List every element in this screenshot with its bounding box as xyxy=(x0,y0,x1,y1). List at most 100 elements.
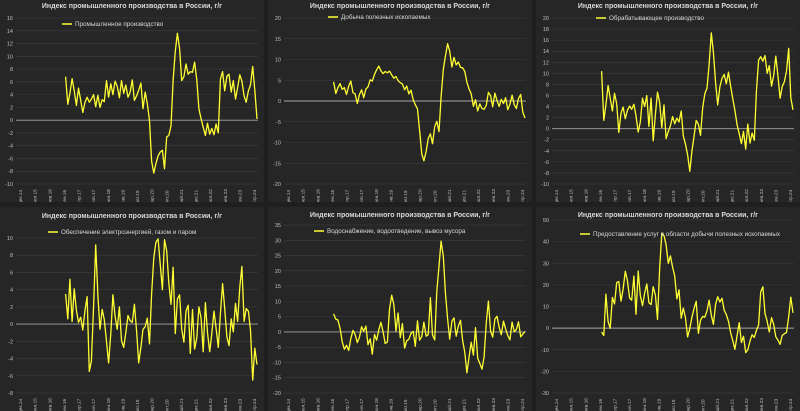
x-tick-label: окт.20 xyxy=(432,399,438,411)
x-tick-label: сен.23 xyxy=(505,398,511,411)
x-tick-label: окт.20 xyxy=(432,190,438,202)
x-tick-label: июл.15 xyxy=(569,398,575,411)
x-tick-label: сен.23 xyxy=(237,189,243,202)
y-tick-label: 0 xyxy=(278,99,281,105)
x-tick-label: фев.16 xyxy=(47,189,53,202)
chart-panel-5: Индекс промышленного производства в Росс… xyxy=(268,207,532,411)
x-tick-label: окт.20 xyxy=(700,399,706,411)
y-tick-label: 18 xyxy=(543,27,549,33)
y-tick-label: 50 xyxy=(543,218,549,224)
y-tick-label: -10 xyxy=(541,182,549,188)
y-tick-label: 12 xyxy=(7,42,13,48)
x-tick-label: апр.24 xyxy=(252,189,258,202)
x-tick-label: янв.19 xyxy=(656,398,662,411)
y-tick-label: 10 xyxy=(275,58,281,64)
y-tick-label: 0 xyxy=(10,322,13,328)
series-line xyxy=(601,232,794,354)
y-tick-label: 4 xyxy=(10,93,13,99)
x-tick-label: июл.15 xyxy=(33,398,39,411)
y-tick-label: 10 xyxy=(7,236,13,242)
y-tick-label: 15 xyxy=(275,284,281,290)
x-tick-label: окт.20 xyxy=(164,190,170,202)
y-tick-label: 4 xyxy=(10,288,13,294)
x-tick-label: май.21 xyxy=(178,189,185,202)
x-tick-label: дек.21 xyxy=(194,190,200,202)
x-tick-label: июл.15 xyxy=(301,398,307,411)
y-tick-label: 16 xyxy=(7,16,13,22)
y-tick-label: 0 xyxy=(546,127,549,133)
chart-panel-3: Индекс промышленного производства в Росс… xyxy=(536,0,800,202)
y-tick-label: 35 xyxy=(275,223,281,229)
y-tick-label: 2 xyxy=(10,305,13,311)
x-tick-label: мар.20 xyxy=(150,189,156,202)
x-tick-label: апр.17 xyxy=(345,189,351,202)
x-tick-label: май.21 xyxy=(178,398,185,411)
x-tick-label: июл.15 xyxy=(301,189,307,202)
chart-svg: Индекс промышленного производства в Росс… xyxy=(5,3,258,202)
y-tick-label: 20 xyxy=(275,269,281,275)
x-tick-label: окт.20 xyxy=(700,190,706,202)
x-tick-label: июл.22 xyxy=(208,398,214,411)
chart-svg: Индекс промышленного производства в Росс… xyxy=(273,212,526,411)
x-tick-label: мар.20 xyxy=(418,398,424,411)
series-line xyxy=(333,240,526,374)
x-tick-label: дек.21 xyxy=(462,190,468,202)
x-tick-label: фев.16 xyxy=(315,398,321,411)
legend-label: Добыча полезных ископаемых xyxy=(341,13,431,21)
y-tick-label: 14 xyxy=(543,49,549,55)
x-tick-label: авг.19 xyxy=(135,190,141,202)
y-tick-label: -20 xyxy=(541,369,549,375)
y-tick-label: 2 xyxy=(546,116,549,122)
y-tick-label: 12 xyxy=(543,60,549,66)
legend-label: Водоснабжение, водоотведение, вывоз мусо… xyxy=(327,227,466,235)
x-tick-label: дек.14 xyxy=(18,190,24,202)
x-tick-label: фев.23 xyxy=(491,189,497,202)
chart-title: Индекс промышленного производства в Росс… xyxy=(578,3,758,10)
x-tick-label: июн.18 xyxy=(642,189,648,202)
x-tick-label: фев.16 xyxy=(583,189,589,202)
x-tick-label: июл.22 xyxy=(208,189,214,202)
x-tick-label: апр.17 xyxy=(613,189,619,202)
chart-svg: Индекс промышленного производства в Росс… xyxy=(541,3,794,202)
y-tick-label: -8 xyxy=(544,171,549,177)
x-tick-label: дек.21 xyxy=(730,399,736,411)
chart-title: Индекс промышленного производства в Росс… xyxy=(42,3,222,10)
x-tick-label: апр.24 xyxy=(788,398,794,411)
x-tick-label: сен.16 xyxy=(62,189,68,202)
y-tick-label: -8 xyxy=(8,169,13,175)
y-tick-label: 10 xyxy=(543,305,549,311)
y-tick-label: 30 xyxy=(543,261,549,267)
x-tick-label: июн.18 xyxy=(374,189,380,202)
y-tick-label: 6 xyxy=(546,93,549,99)
x-tick-label: авг.19 xyxy=(671,190,677,202)
y-tick-label: 16 xyxy=(543,38,549,44)
y-tick-label: 6 xyxy=(10,80,13,86)
x-tick-label: апр.24 xyxy=(520,189,526,202)
x-tick-label: май.21 xyxy=(714,398,721,411)
y-tick-label: 8 xyxy=(10,67,13,73)
y-tick-label: 0 xyxy=(10,118,13,124)
y-tick-label: -10 xyxy=(5,182,13,188)
x-tick-label: июн.18 xyxy=(106,189,112,202)
x-tick-label: апр.24 xyxy=(788,189,794,202)
x-tick-label: окт.20 xyxy=(164,399,170,411)
x-tick-label: июл.15 xyxy=(569,189,575,202)
y-tick-label: 10 xyxy=(543,71,549,77)
x-tick-label: фев.23 xyxy=(223,189,229,202)
x-tick-label: авг.19 xyxy=(671,399,677,411)
chart-panel-2: Индекс промышленного производства в Росс… xyxy=(268,0,532,202)
y-tick-label: 8 xyxy=(546,82,549,88)
x-tick-label: фев.23 xyxy=(223,398,229,411)
x-tick-label: июл.22 xyxy=(476,398,482,411)
x-tick-label: мар.20 xyxy=(686,398,692,411)
x-tick-label: мар.20 xyxy=(150,398,156,411)
legend-label: Промышленное производство xyxy=(75,21,164,28)
y-tick-label: 6 xyxy=(10,270,13,276)
y-tick-label: -15 xyxy=(273,161,281,167)
y-tick-label: 0 xyxy=(278,330,281,336)
x-tick-label: апр.24 xyxy=(252,398,258,411)
x-tick-label: дек.14 xyxy=(286,399,292,411)
y-tick-label: 5 xyxy=(278,78,281,84)
x-tick-label: ноя.17 xyxy=(91,189,97,202)
x-tick-label: дек.21 xyxy=(194,399,200,411)
